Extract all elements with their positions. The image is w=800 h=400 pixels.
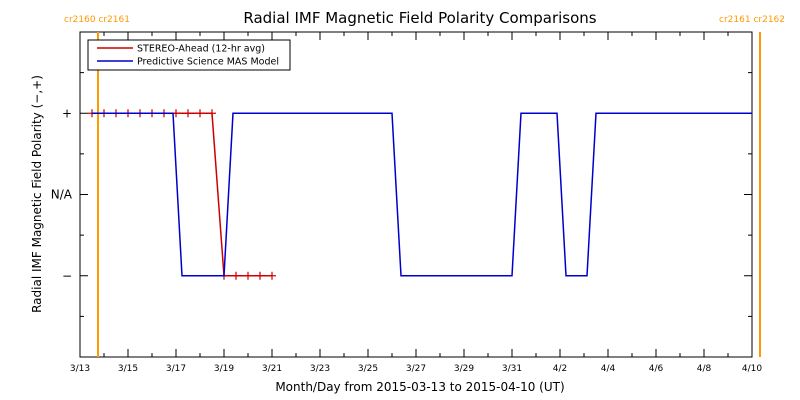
carrington-lines xyxy=(97,32,761,357)
data-point-stereo xyxy=(232,271,240,280)
x-tick-label: 3/31 xyxy=(502,364,522,374)
data-point-stereo xyxy=(196,109,204,118)
x-tick-label: 4/6 xyxy=(649,364,664,374)
legend-label-stereo: STEREO-Ahead (12-hr avg) xyxy=(137,44,265,55)
x-tick-label: 3/19 xyxy=(214,364,234,374)
x-tick-label: 3/15 xyxy=(118,364,138,374)
data-point-stereo xyxy=(268,271,276,280)
legend-box xyxy=(87,39,291,71)
y-tick-label: − xyxy=(62,269,72,283)
x-tick-label: 3/27 xyxy=(406,364,426,374)
x-tick-label: 3/25 xyxy=(358,364,378,374)
legend: STEREO-Ahead (12-hr avg) Predictive Scie… xyxy=(87,39,291,71)
x-tick-label: 4/8 xyxy=(697,364,712,374)
carrington-label: cr2161 cr2162 xyxy=(719,15,785,25)
data-point-stereo xyxy=(244,271,252,280)
series-line-mas xyxy=(92,112,752,277)
y-tick-label: N/A xyxy=(51,188,73,202)
x-tick-label: 3/17 xyxy=(166,364,186,374)
y-tick-label: + xyxy=(62,106,72,120)
x-tick-label: 4/2 xyxy=(553,364,567,374)
x-tick-label: 3/23 xyxy=(310,364,330,374)
x-tick-label: 3/21 xyxy=(262,364,282,374)
data-point-stereo xyxy=(208,109,216,118)
carrington-label: cr2160 cr2161 xyxy=(64,15,130,25)
data-point-stereo xyxy=(256,271,264,280)
legend-label-mas: Predictive Science MAS Model xyxy=(137,57,279,68)
chart-title: Radial IMF Magnetic Field Polarity Compa… xyxy=(243,9,596,27)
x-axis-ticks: 3/13 3/15 3/17 3/19 3/21 3/23 3/25 3/27 3/29 3/31… xyxy=(70,32,762,374)
x-tick-label: 3/13 xyxy=(70,364,90,374)
x-tick-label: 3/29 xyxy=(454,364,474,374)
data-point-stereo xyxy=(184,109,192,118)
x-axis-label: Month/Day from 2015-03-13 to 2015-04-10 … xyxy=(275,380,564,394)
y-axis-label: Radial IMF Magnetic Field Polarity (−,+) xyxy=(30,75,44,313)
x-tick-label: 4/10 xyxy=(742,364,762,374)
x-tick-label: 4/4 xyxy=(601,364,616,374)
data-series xyxy=(88,109,752,280)
carrington-labels: cr2160 cr2161 cr2161 cr2162 xyxy=(64,15,785,25)
